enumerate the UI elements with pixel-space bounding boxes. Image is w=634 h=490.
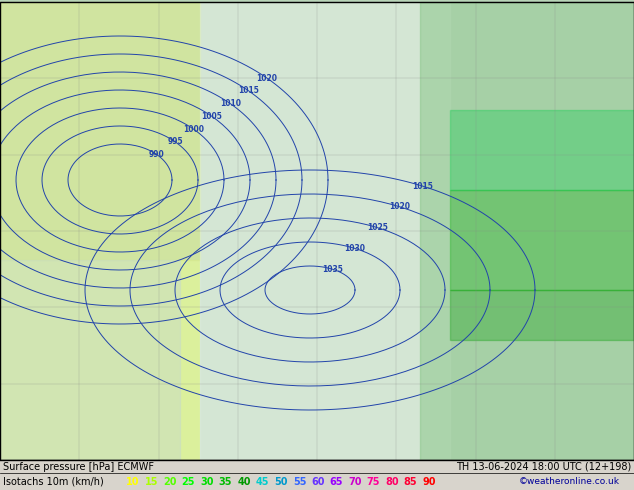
- Bar: [0, 473, 634, 490]
- Bar: [0, 260, 200, 460]
- Polygon shape: [450, 290, 634, 340]
- Text: 1020: 1020: [257, 74, 278, 83]
- Text: 1020: 1020: [389, 202, 410, 211]
- Text: 10: 10: [126, 476, 139, 487]
- Text: ©weatheronline.co.uk: ©weatheronline.co.uk: [519, 477, 620, 486]
- Text: 15: 15: [145, 476, 158, 487]
- Polygon shape: [420, 2, 634, 460]
- Text: 90: 90: [422, 476, 436, 487]
- Text: 20: 20: [163, 476, 177, 487]
- Text: 50: 50: [275, 476, 288, 487]
- Text: 1035: 1035: [322, 265, 343, 274]
- Bar: [0, 460, 634, 473]
- Text: 990: 990: [149, 150, 165, 159]
- Polygon shape: [0, 2, 200, 260]
- Polygon shape: [0, 260, 180, 460]
- Text: 30: 30: [200, 476, 214, 487]
- Text: 25: 25: [182, 476, 195, 487]
- Text: 75: 75: [366, 476, 380, 487]
- Text: 1000: 1000: [183, 124, 204, 134]
- Text: 1030: 1030: [344, 244, 365, 253]
- Text: 1025: 1025: [367, 223, 388, 232]
- Text: 1015: 1015: [238, 86, 259, 96]
- Text: 1005: 1005: [202, 112, 223, 121]
- Polygon shape: [450, 110, 634, 190]
- Text: 40: 40: [237, 476, 251, 487]
- Text: 85: 85: [404, 476, 417, 487]
- Text: 45: 45: [256, 476, 269, 487]
- Text: 35: 35: [219, 476, 232, 487]
- Text: 1015: 1015: [412, 182, 433, 191]
- Text: 995: 995: [167, 137, 183, 147]
- Text: Surface pressure [hPa] ECMWF: Surface pressure [hPa] ECMWF: [3, 462, 154, 471]
- Text: 1010: 1010: [220, 99, 241, 108]
- Polygon shape: [450, 190, 634, 290]
- Text: 70: 70: [348, 476, 362, 487]
- Text: Isotachs 10m (km/h): Isotachs 10m (km/h): [3, 476, 104, 487]
- Text: 55: 55: [293, 476, 306, 487]
- Text: TH 13-06-2024 18:00 UTC (12+198): TH 13-06-2024 18:00 UTC (12+198): [456, 462, 631, 471]
- Text: 80: 80: [385, 476, 399, 487]
- Text: 65: 65: [330, 476, 343, 487]
- Text: 60: 60: [311, 476, 325, 487]
- Polygon shape: [200, 2, 450, 460]
